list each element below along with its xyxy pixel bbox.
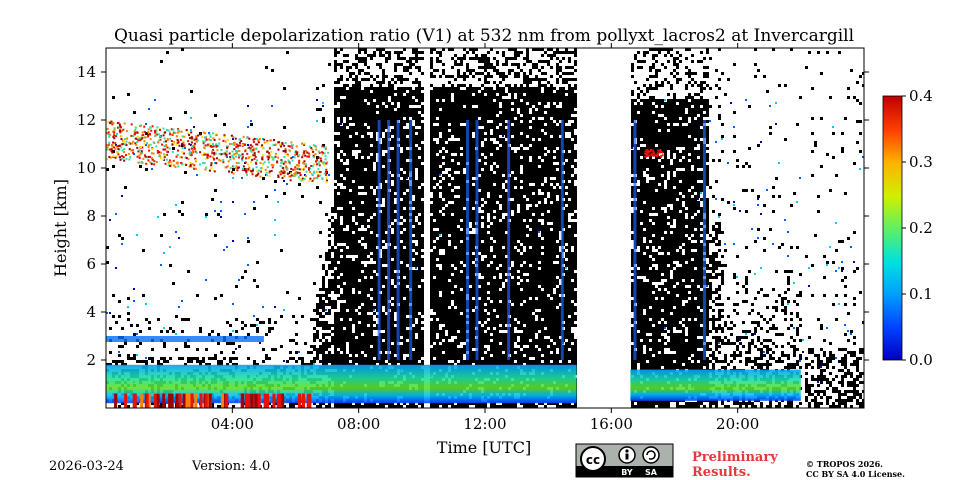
x-axis: 04:00 08:00 12:00 16:00 20:00 — [211, 43, 759, 433]
y-tick-label: 2 — [86, 351, 96, 369]
colorbar: 0.0 0.1 0.2 0.3 0.4 — [882, 87, 933, 369]
cc-icon — [580, 446, 606, 472]
colorbar-tick-label: 0.2 — [909, 219, 933, 237]
preliminary-line2: Results. — [692, 465, 751, 480]
by-label: BY — [621, 468, 633, 477]
plot-area — [106, 48, 864, 408]
cc-license-badge: cc BY SA — [575, 443, 674, 478]
y-axis-label: Height [km] — [51, 179, 70, 277]
sa-icon — [642, 446, 660, 464]
x-tick-label: 16:00 — [590, 415, 633, 433]
x-tick-label: 20:00 — [716, 415, 759, 433]
x-tick-label: 08:00 — [337, 415, 380, 433]
y-tick-label: 12 — [77, 111, 96, 129]
copyright-line1: © TROPOS 2026. — [806, 459, 883, 469]
y-axis: 2 4 6 8 10 12 14 — [77, 63, 869, 369]
sa-label: SA — [645, 468, 658, 477]
heatmap-layer — [106, 48, 864, 408]
y-tick-label: 10 — [77, 159, 96, 177]
y-tick-label: 6 — [86, 255, 96, 273]
x-tick-label: 12:00 — [463, 415, 506, 433]
chart-title: Quasi particle depolarization ratio (V1)… — [114, 26, 854, 46]
x-axis-label: Time [UTC] — [437, 438, 531, 457]
y-tick-label: 8 — [86, 207, 96, 225]
x-tick-label: 04:00 — [211, 415, 254, 433]
colorbar-tick-label: 0.0 — [909, 351, 933, 369]
y-tick-label: 4 — [86, 303, 96, 321]
colorbar-tick-label: 0.1 — [909, 285, 933, 303]
colorbar-tick-label: 0.4 — [909, 87, 933, 105]
colorbar-tick-label: 0.3 — [909, 153, 933, 171]
footer-version: Version: 4.0 — [191, 459, 270, 474]
colorbar-gradient — [882, 95, 903, 361]
footer-date: 2026-03-24 — [49, 459, 124, 474]
preliminary-line1: Preliminary — [692, 450, 778, 465]
y-tick-label: 14 — [77, 63, 96, 81]
copyright-line2: CC BY SA 4.0 License. — [806, 469, 905, 479]
